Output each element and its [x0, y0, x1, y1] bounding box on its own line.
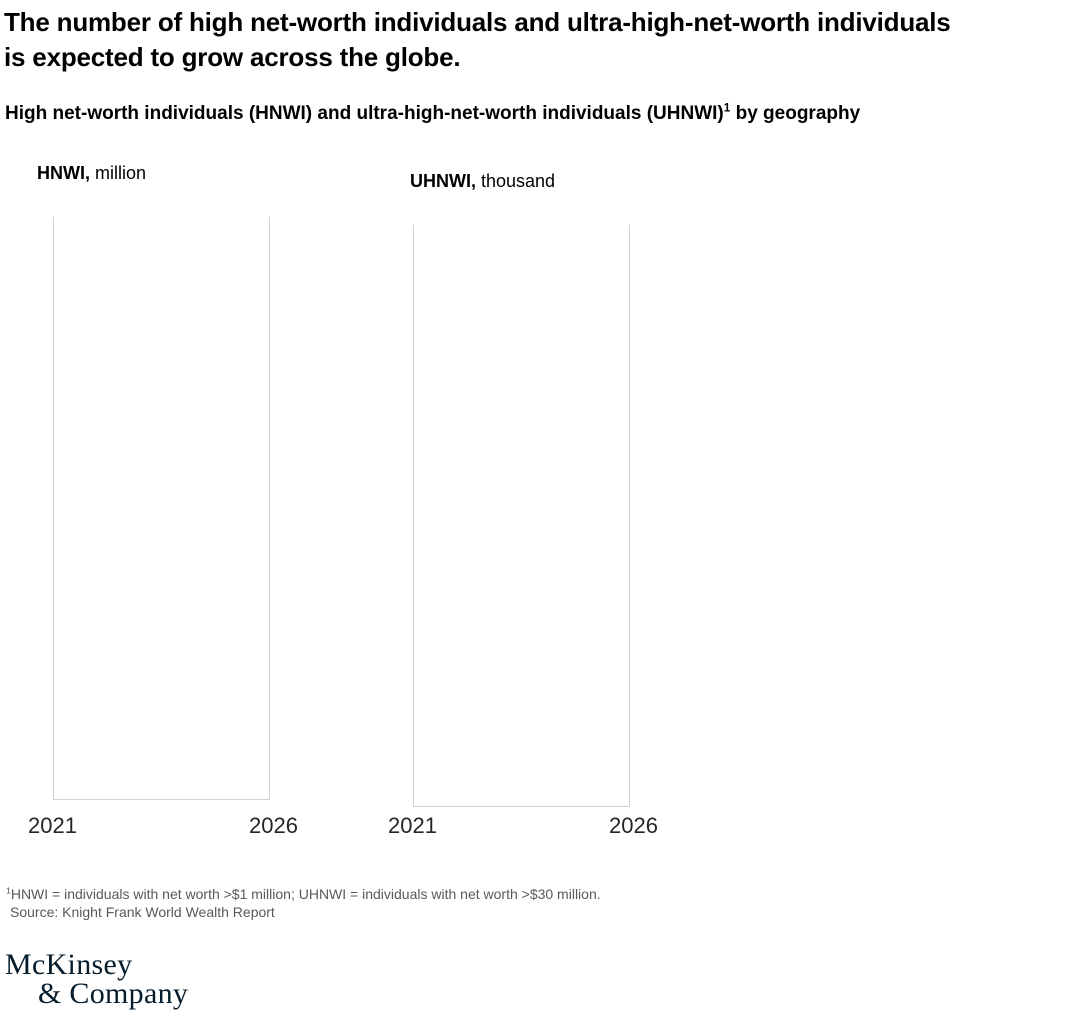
hnwi-x-tick-2021: 2021	[28, 813, 77, 838]
footnote: 1HNWI = individuals with net worth >$1 m…	[6, 886, 601, 904]
uhnwi-x-tick-2026: 2026	[609, 813, 658, 838]
footer-notes: 1HNWI = individuals with net worth >$1 m…	[6, 886, 601, 921]
mckinsey-logo-line-1: McKinsey	[5, 948, 133, 981]
footnote-text: HNWI = individuals with net worth >$1 mi…	[10, 886, 601, 902]
uhnwi-x-axis: 2021 2026	[388, 813, 658, 839]
hnwi-chart-label: HNWI,	[37, 163, 90, 183]
uhnwi-chart-unit: thousand	[481, 171, 556, 191]
hnwi-plot-area	[53, 217, 270, 800]
hnwi-chart-unit: million	[95, 163, 147, 183]
page-title: The number of high net-worth individuals…	[4, 5, 1078, 75]
uhnwi-chart-unit-label: UHNWI, thousand	[410, 171, 555, 192]
hnwi-x-axis: 2021 2026	[28, 813, 298, 839]
uhnwi-x-tick-2021: 2021	[388, 813, 437, 838]
exhibit-subtitle: High net-worth individuals (HNWI) and ul…	[5, 101, 861, 125]
mckinsey-logo-line-2: & Company	[38, 977, 189, 1010]
page-title-line-1: The number of high net-worth individuals…	[4, 7, 951, 37]
exhibit-subtitle-suffix: by geography	[730, 103, 861, 124]
source-line: Source: Knight Frank World Wealth Report	[10, 903, 275, 920]
page-title-line-2: is expected to grow across the globe.	[4, 42, 461, 72]
uhnwi-plot-area	[413, 225, 630, 807]
exhibit-subtitle-text: High net-worth individuals (HNWI) and ul…	[5, 103, 724, 124]
exhibit-subtitle-footnote-marker: 1	[723, 101, 731, 115]
hnwi-chart-unit-label: HNWI, million	[37, 163, 146, 184]
mckinsey-logo: McKinsey & Company	[5, 948, 189, 1010]
uhnwi-chart-label: UHNWI,	[410, 171, 476, 191]
footnote-marker: 1	[6, 885, 11, 896]
hnwi-x-tick-2026: 2026	[249, 813, 298, 838]
